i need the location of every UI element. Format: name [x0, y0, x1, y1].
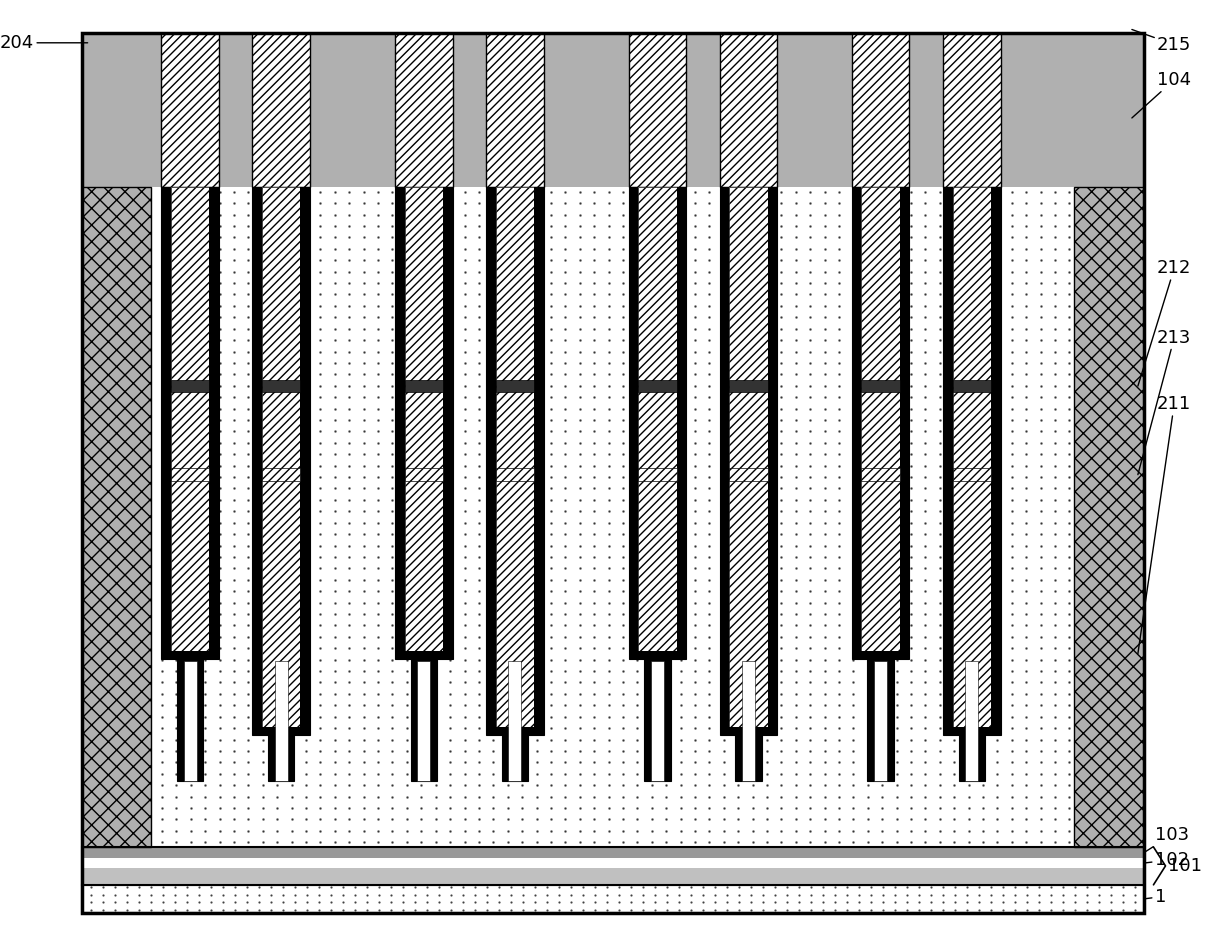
- Bar: [82, 859, 1144, 868]
- Text: 212: 212: [1138, 260, 1191, 386]
- Bar: [874, 661, 887, 781]
- Bar: [629, 33, 687, 187]
- Bar: [161, 33, 219, 187]
- Bar: [405, 469, 442, 481]
- Bar: [644, 655, 671, 781]
- Bar: [953, 380, 991, 392]
- Text: 1: 1: [1144, 888, 1165, 905]
- Bar: [638, 380, 677, 392]
- Bar: [719, 33, 777, 187]
- Text: 104: 104: [1132, 71, 1191, 118]
- Bar: [953, 187, 991, 728]
- Bar: [729, 380, 768, 392]
- Bar: [170, 469, 209, 481]
- Bar: [486, 33, 544, 187]
- Bar: [82, 847, 1144, 859]
- Bar: [959, 655, 985, 781]
- Bar: [82, 868, 1144, 884]
- Bar: [177, 655, 203, 781]
- Bar: [82, 187, 151, 847]
- Text: 103: 103: [1144, 826, 1188, 853]
- Bar: [82, 33, 1144, 913]
- Bar: [861, 187, 899, 651]
- Bar: [486, 187, 544, 735]
- Bar: [486, 33, 544, 187]
- Bar: [262, 380, 301, 392]
- Bar: [867, 655, 893, 781]
- Bar: [262, 187, 301, 728]
- Bar: [729, 187, 768, 728]
- Bar: [170, 187, 209, 651]
- Bar: [274, 661, 288, 781]
- Bar: [496, 380, 534, 392]
- Bar: [509, 661, 521, 781]
- Bar: [253, 33, 310, 187]
- Bar: [629, 187, 687, 659]
- Bar: [268, 655, 295, 781]
- Bar: [253, 33, 310, 187]
- Text: 211: 211: [1138, 396, 1191, 653]
- Bar: [82, 884, 1144, 913]
- Bar: [719, 33, 777, 187]
- Bar: [253, 187, 310, 735]
- Bar: [405, 187, 442, 651]
- Bar: [943, 33, 1001, 187]
- Bar: [502, 655, 528, 781]
- Bar: [851, 33, 909, 187]
- Bar: [629, 33, 687, 187]
- Bar: [82, 187, 1144, 847]
- Bar: [496, 187, 534, 728]
- Bar: [943, 187, 1001, 735]
- Bar: [638, 187, 677, 651]
- Bar: [184, 661, 197, 781]
- Bar: [861, 187, 899, 651]
- Bar: [729, 187, 768, 728]
- Bar: [735, 655, 762, 781]
- Bar: [82, 847, 1144, 884]
- Bar: [719, 187, 777, 735]
- Bar: [170, 380, 209, 392]
- Bar: [638, 187, 677, 651]
- Bar: [861, 469, 899, 481]
- Bar: [496, 187, 534, 728]
- Text: 215: 215: [1132, 29, 1191, 53]
- Bar: [953, 187, 991, 728]
- Bar: [405, 380, 442, 392]
- Bar: [395, 33, 452, 187]
- Bar: [851, 187, 909, 659]
- Bar: [638, 469, 677, 481]
- Bar: [953, 469, 991, 481]
- Bar: [82, 33, 1144, 187]
- Bar: [965, 661, 978, 781]
- Bar: [1075, 187, 1144, 847]
- Bar: [411, 655, 436, 781]
- Bar: [417, 661, 430, 781]
- Bar: [742, 661, 756, 781]
- Bar: [395, 187, 452, 659]
- Bar: [650, 661, 664, 781]
- Bar: [851, 33, 909, 187]
- Bar: [405, 187, 442, 651]
- Bar: [729, 469, 768, 481]
- Text: 204: 204: [0, 34, 87, 51]
- Text: 102: 102: [1144, 851, 1188, 868]
- Bar: [262, 469, 301, 481]
- Bar: [861, 380, 899, 392]
- Bar: [161, 187, 219, 659]
- Bar: [170, 187, 209, 651]
- Bar: [496, 469, 534, 481]
- Bar: [161, 33, 219, 187]
- Bar: [262, 187, 301, 728]
- Text: 101: 101: [1168, 857, 1202, 875]
- Bar: [395, 33, 452, 187]
- Text: 213: 213: [1138, 329, 1191, 475]
- Bar: [943, 33, 1001, 187]
